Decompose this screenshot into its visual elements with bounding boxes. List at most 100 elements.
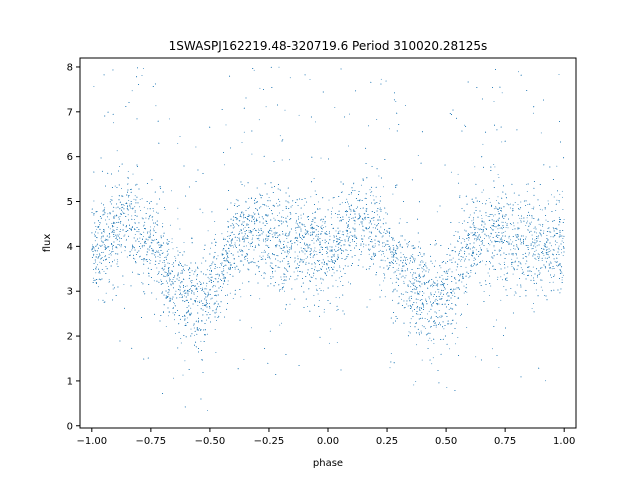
data-point — [277, 214, 278, 216]
data-point — [478, 234, 480, 235]
data-point — [297, 270, 299, 272]
data-point — [412, 282, 414, 284]
data-point — [404, 105, 406, 106]
data-point — [534, 251, 536, 252]
data-point — [95, 272, 97, 274]
data-point — [558, 201, 560, 203]
data-point — [270, 276, 272, 278]
data-point — [123, 283, 125, 285]
data-point — [228, 238, 230, 240]
data-point — [204, 288, 206, 290]
data-point — [322, 266, 324, 268]
data-point — [140, 243, 142, 245]
data-point — [374, 245, 376, 247]
data-point — [297, 240, 299, 242]
data-point — [179, 136, 181, 137]
data-point — [143, 224, 145, 226]
data-point — [323, 311, 325, 313]
data-point — [406, 257, 408, 258]
data-point — [412, 310, 413, 312]
data-point — [143, 206, 145, 208]
data-point — [134, 222, 136, 223]
data-point — [378, 242, 380, 243]
data-point — [548, 251, 550, 252]
data-point — [531, 234, 533, 236]
data-point — [533, 227, 535, 229]
data-point — [520, 201, 522, 203]
data-point — [297, 238, 298, 240]
data-point — [502, 215, 504, 217]
data-point — [506, 277, 508, 279]
data-point — [112, 288, 114, 290]
data-point — [317, 293, 319, 295]
data-point — [149, 236, 151, 238]
data-point — [95, 261, 97, 263]
data-point — [415, 381, 417, 383]
data-point — [264, 273, 266, 275]
data-point — [497, 196, 499, 198]
data-point — [374, 243, 376, 245]
data-point — [561, 240, 563, 242]
data-point — [324, 222, 326, 224]
data-point — [283, 280, 285, 281]
data-point — [536, 256, 538, 258]
data-point — [254, 262, 256, 264]
data-point — [475, 249, 477, 251]
data-point — [334, 107, 336, 109]
data-point — [497, 173, 499, 175]
data-point — [185, 323, 187, 325]
data-point — [279, 324, 281, 326]
data-point — [166, 275, 168, 277]
data-point — [195, 146, 197, 148]
data-point — [246, 237, 248, 239]
data-point — [428, 310, 430, 312]
data-point — [92, 277, 94, 279]
data-point — [527, 220, 528, 222]
data-point — [279, 189, 281, 191]
data-point — [148, 249, 150, 251]
data-point — [498, 223, 500, 225]
data-point — [210, 298, 212, 300]
data-point — [455, 322, 457, 324]
data-point — [186, 264, 188, 266]
data-point — [190, 328, 192, 330]
data-point — [109, 236, 111, 238]
data-point — [320, 277, 322, 279]
data-point — [447, 276, 449, 278]
data-point — [410, 306, 412, 308]
data-point — [330, 249, 332, 251]
data-point — [425, 298, 427, 300]
data-point — [305, 261, 307, 263]
data-point — [415, 302, 417, 304]
data-point — [438, 303, 440, 305]
data-point — [432, 357, 434, 359]
data-point — [317, 238, 319, 240]
data-point — [228, 267, 230, 269]
data-point — [547, 254, 549, 256]
data-point — [500, 299, 502, 301]
data-point — [263, 251, 265, 253]
data-point — [180, 342, 182, 344]
data-point — [501, 242, 503, 244]
data-point — [185, 292, 187, 294]
data-point — [552, 249, 554, 250]
data-point — [330, 328, 332, 330]
data-point — [476, 231, 478, 233]
data-point — [133, 198, 135, 200]
data-point — [476, 237, 478, 239]
data-point — [551, 194, 552, 196]
data-point — [462, 223, 463, 225]
data-point — [540, 286, 542, 288]
data-point — [483, 291, 485, 293]
data-point — [134, 223, 136, 224]
data-point — [481, 214, 482, 216]
data-point — [277, 255, 279, 257]
data-point — [279, 242, 281, 244]
data-point — [530, 221, 532, 223]
data-point — [265, 234, 267, 236]
data-point — [550, 236, 552, 238]
data-point — [405, 275, 407, 277]
data-point — [388, 235, 390, 237]
data-point — [116, 150, 118, 152]
data-point — [497, 279, 499, 281]
